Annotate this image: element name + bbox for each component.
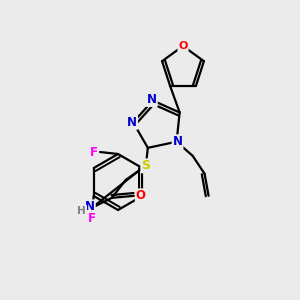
Text: N: N — [127, 116, 137, 129]
Text: F: F — [88, 212, 96, 226]
Text: F: F — [90, 146, 98, 158]
Text: N: N — [172, 135, 183, 148]
Text: N: N — [85, 200, 95, 213]
Text: H: H — [77, 206, 86, 216]
Text: N: N — [147, 93, 157, 106]
Text: O: O — [136, 189, 146, 202]
Text: O: O — [178, 41, 188, 51]
Text: S: S — [141, 159, 150, 172]
